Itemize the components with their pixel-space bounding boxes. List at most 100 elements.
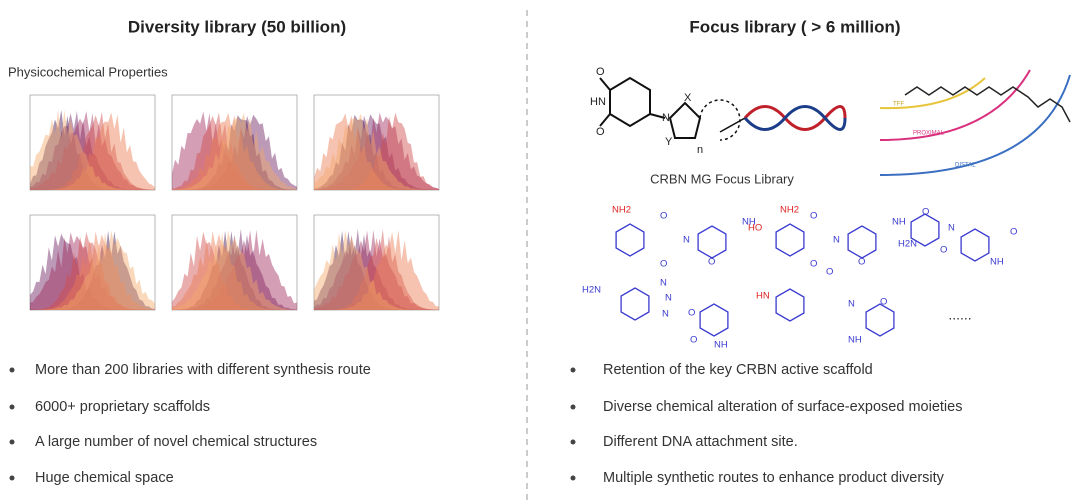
density-area [172, 111, 297, 190]
density-area [172, 112, 297, 190]
density-area [30, 232, 155, 310]
atom-label: NH [892, 217, 906, 228]
ring [775, 223, 805, 257]
atom: O [596, 66, 605, 78]
ring [615, 223, 645, 257]
density-area [314, 228, 439, 310]
density-area [314, 112, 439, 190]
atom-label: O [708, 257, 715, 268]
bullet-dot [570, 404, 576, 410]
atom-label: NH2 [612, 205, 631, 216]
density-area [30, 111, 155, 190]
dna-helix [743, 105, 847, 131]
atom-label: N [660, 278, 667, 289]
density-area [172, 229, 297, 310]
plot-frame [313, 214, 440, 311]
ring [865, 303, 895, 337]
atom-label: O [880, 297, 887, 308]
bullet-dot [570, 439, 576, 445]
density-area [172, 115, 297, 190]
bullet-text: Retention of the key CRBN active scaffol… [603, 362, 873, 378]
plot-frame [171, 214, 298, 311]
density-area [172, 112, 297, 190]
atom-label: N [665, 293, 672, 304]
density-area [30, 231, 155, 310]
ring [697, 225, 727, 259]
ring [775, 288, 805, 322]
atom-label: N [833, 235, 840, 246]
atom-label: NH2 [780, 205, 799, 216]
bullet-text: A large number of novel chemical structu… [35, 434, 317, 450]
density-area [172, 230, 297, 310]
ring [699, 303, 729, 337]
bullet-text: Diverse chemical alteration of surface-e… [603, 399, 962, 415]
atom-label: HO [748, 223, 762, 234]
atom-label: N [683, 235, 690, 246]
density-area [172, 112, 297, 190]
left-title: Diversity library (50 billion) [128, 17, 346, 36]
density-area [30, 233, 155, 310]
density-area [172, 231, 297, 310]
atom-label: N [662, 309, 669, 320]
density-plots [29, 94, 440, 311]
density-area [314, 113, 439, 190]
core-scaffold [599, 76, 746, 141]
atom-label: O [688, 308, 695, 319]
atom: X [684, 92, 692, 104]
atom-label: O [826, 267, 833, 278]
atom: O [596, 126, 605, 138]
density-area [314, 112, 439, 190]
atom-label: H2N [582, 285, 601, 296]
atom-label: NH [714, 340, 728, 351]
ring [960, 228, 990, 262]
linker-arcs [879, 69, 1071, 176]
bullet-dot [9, 367, 15, 373]
ellipsis: ...... [948, 307, 971, 323]
density-area [30, 110, 155, 190]
bullet-text: Different DNA attachment site. [603, 434, 798, 450]
bullet-dot [9, 475, 15, 481]
plot-frame [29, 94, 156, 191]
caption: CRBN MG Focus Library [650, 171, 794, 186]
bullet-text: Huge chemical space [35, 470, 174, 486]
density-area [314, 114, 439, 190]
bullet-dot [9, 439, 15, 445]
ring [847, 225, 877, 259]
atom: HN [590, 96, 606, 108]
linker-label: DISTAL [955, 163, 976, 169]
linker-label: TFF [893, 102, 904, 108]
atom-label: H2N [898, 239, 917, 250]
density-area [314, 229, 439, 310]
bullet-dot [570, 475, 576, 481]
density-area [314, 113, 439, 190]
density-area [30, 109, 155, 190]
density-area [172, 114, 297, 190]
ring [620, 287, 650, 321]
ring [910, 213, 940, 247]
bullet-dot [9, 404, 15, 410]
atom-label: O [660, 211, 667, 222]
density-area [314, 114, 439, 190]
atom-label: O [922, 207, 929, 218]
atom-label: O [858, 257, 865, 268]
atom-label: N [848, 299, 855, 310]
bullet-dot [570, 367, 576, 373]
subtitle: Physicochemical Properties [8, 64, 168, 79]
atom-label: NH [742, 217, 756, 228]
atom-label: NH [990, 257, 1004, 268]
bullets: More than 200 libraries with different s… [9, 362, 962, 486]
atom-label: O [810, 211, 817, 222]
atom-label: O [810, 259, 817, 270]
bullet-text: More than 200 libraries with different s… [35, 362, 371, 378]
atom-label: O [940, 245, 947, 256]
density-area [172, 231, 297, 310]
density-area [30, 230, 155, 310]
density-area [30, 111, 155, 190]
density-area [30, 110, 155, 190]
atom-label: O [1010, 227, 1017, 238]
density-area [30, 112, 155, 190]
density-area [30, 230, 155, 310]
plot-frame [171, 94, 298, 191]
